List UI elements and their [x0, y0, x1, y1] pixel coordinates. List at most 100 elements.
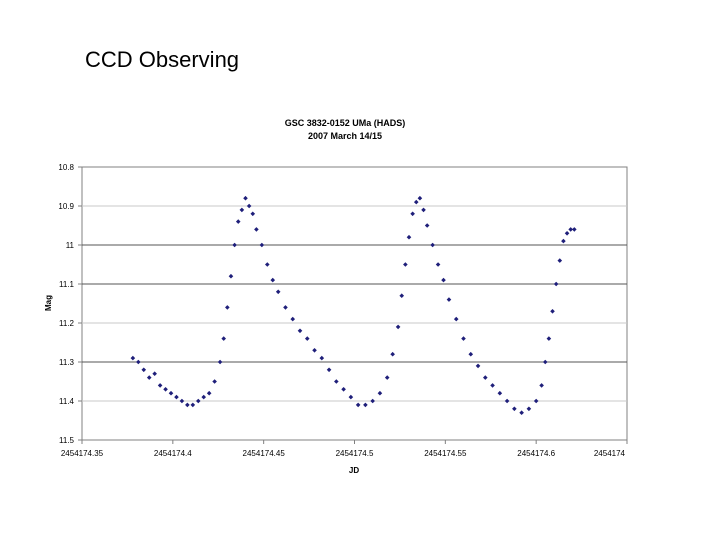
x-tick-label: 2454174 [594, 449, 626, 458]
data-point [561, 238, 566, 244]
data-point [553, 281, 559, 287]
data-point [136, 359, 141, 365]
data-point [195, 398, 201, 404]
data-point [334, 379, 339, 384]
chart-subtitle: 2007 March 14/15 [308, 131, 382, 141]
data-point [341, 387, 346, 392]
y-tick-label: 11.1 [59, 280, 75, 289]
y-tick-label: 11.2 [59, 319, 75, 328]
data-point [228, 273, 234, 279]
data-point [406, 234, 412, 240]
data-point [497, 390, 503, 396]
data-point [441, 277, 446, 283]
data-point [141, 367, 147, 373]
y-tick-label: 11 [66, 241, 75, 250]
data-point [319, 355, 325, 361]
data-point [221, 336, 226, 341]
data-point [403, 262, 408, 267]
y-tick-label: 10.8 [58, 163, 74, 172]
x-tick-label: 2454174.55 [424, 449, 467, 458]
data-point [377, 390, 383, 396]
data-point [546, 336, 552, 341]
data-point [326, 367, 332, 373]
y-tick-label: 10.9 [58, 202, 74, 211]
data-point [243, 195, 248, 201]
data-point [399, 293, 405, 298]
x-tick-label: 2454174.45 [243, 449, 286, 458]
data-point [201, 394, 207, 400]
x-tick-label: 2454174.5 [336, 449, 374, 458]
data-point [475, 363, 481, 369]
data-point [390, 351, 395, 357]
data-point [163, 387, 168, 392]
data-point [435, 262, 441, 267]
data-point [239, 207, 245, 213]
x-tick-label: 2454174.4 [154, 449, 192, 458]
data-point [519, 410, 524, 415]
data-point [430, 242, 435, 248]
y-tick-label: 11.4 [59, 397, 75, 406]
data-point [250, 211, 256, 217]
data-point [363, 402, 368, 408]
data-point [246, 203, 252, 209]
data-point [417, 195, 423, 201]
data-point [290, 316, 296, 322]
data-point [235, 219, 241, 224]
data-point [312, 348, 317, 353]
data-point [232, 242, 237, 248]
data-point [275, 289, 281, 295]
data-point [453, 316, 459, 322]
y-axis-label: Mag [44, 295, 53, 311]
data-point [461, 336, 466, 341]
data-point [572, 227, 577, 232]
x-tick-label: 2454174.6 [517, 449, 555, 458]
data-point [130, 355, 136, 361]
data-point [225, 305, 230, 310]
data-point [504, 398, 510, 404]
data-point [283, 305, 288, 310]
data-point [424, 223, 430, 228]
data-point [185, 402, 190, 408]
data-point [384, 375, 390, 380]
data-point [190, 402, 196, 408]
plot-area [81, 166, 628, 441]
data-point [446, 297, 452, 302]
data-point [206, 390, 212, 396]
data-point [254, 227, 259, 232]
data-point [157, 383, 163, 388]
data-point [564, 231, 570, 236]
data-point [348, 394, 354, 400]
y-tick-label: 11.5 [59, 436, 75, 445]
data-point [468, 351, 474, 357]
data-point [146, 375, 152, 380]
data-point [568, 227, 573, 232]
data-point [259, 242, 265, 248]
data-point [355, 402, 361, 408]
data-point [304, 336, 310, 341]
data-point [297, 328, 303, 334]
data-point [550, 309, 555, 314]
data-point [168, 390, 174, 396]
data-point [483, 375, 488, 380]
data-point [152, 371, 157, 376]
data-point [179, 398, 185, 404]
data-points [130, 195, 577, 415]
data-point [413, 199, 419, 205]
data-point [410, 211, 415, 217]
data-point [533, 398, 539, 404]
data-point [265, 262, 270, 267]
chart-title: GSC 3832-0152 UMa (HADS) [285, 118, 406, 128]
y-tick-label: 11.3 [59, 358, 75, 367]
data-point [212, 379, 217, 384]
data-point [421, 207, 426, 213]
data-point [526, 406, 532, 412]
data-point [557, 258, 563, 263]
slide-title: CCD Observing [85, 47, 240, 72]
data-point [512, 406, 517, 412]
data-point [370, 398, 375, 404]
data-point [270, 277, 276, 283]
data-point [542, 359, 548, 365]
x-tick-label: 2454174.35 [61, 449, 104, 458]
data-point [490, 383, 495, 388]
